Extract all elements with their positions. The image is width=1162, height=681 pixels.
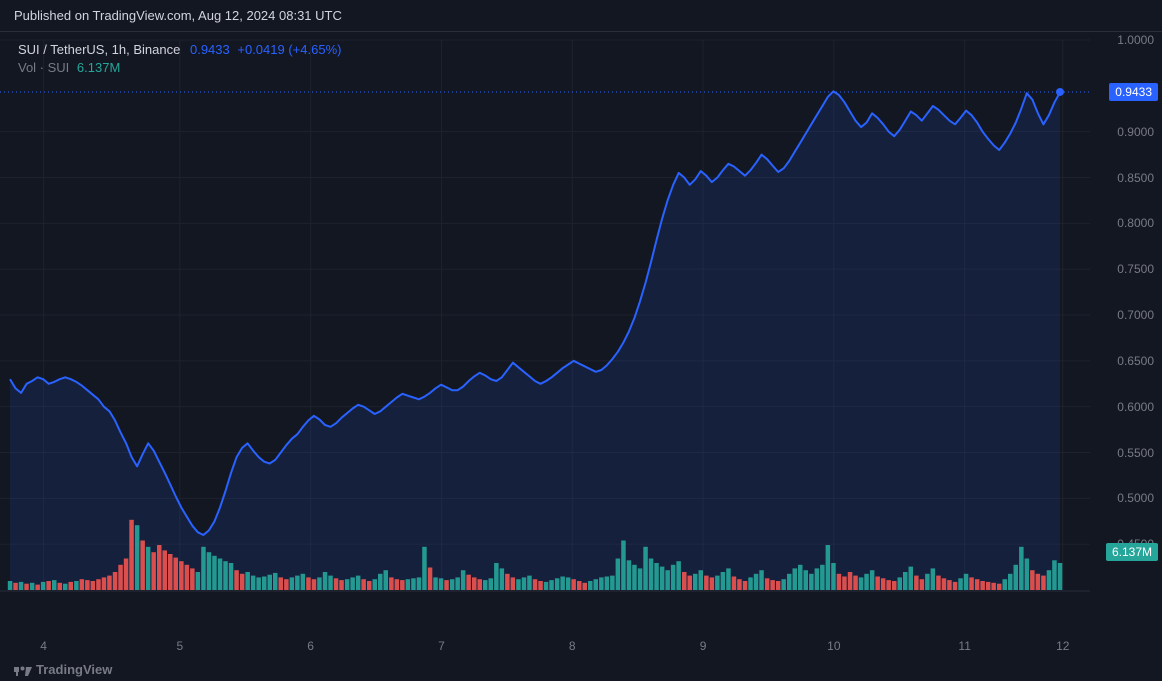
y-tick-label: 0.8000 xyxy=(1117,216,1154,230)
brand-text: TradingView xyxy=(36,662,112,677)
y-tick-label: 0.6500 xyxy=(1117,354,1154,368)
y-tick-label: 0.7000 xyxy=(1117,308,1154,322)
x-tick-label: 6 xyxy=(307,639,314,653)
volume-marker-tag: 6.137M xyxy=(1106,543,1158,561)
chart-svg xyxy=(0,30,1090,640)
tradingview-logo-icon xyxy=(14,664,32,676)
chart-legend: SUI / TetherUS, 1h, Binance 0.9433 +0.04… xyxy=(18,42,341,75)
brand-footer: TradingView xyxy=(14,662,112,677)
y-tick-label: 0.7500 xyxy=(1117,262,1154,276)
legend-price: 0.9433 xyxy=(190,42,230,57)
y-axis[interactable]: 1.0000 0.9000 0.8500 0.8000 0.7500 0.7000 0.65… xyxy=(1090,30,1162,640)
legend-pair: SUI / TetherUS, 1h, Binance xyxy=(18,42,180,57)
price-marker-tag: 0.9433 xyxy=(1109,83,1158,101)
x-tick-label: 8 xyxy=(569,639,576,653)
legend-change: +0.0419 (+4.65%) xyxy=(237,42,341,57)
legend-vol-label: Vol · SUI xyxy=(18,60,69,75)
publish-header: Published on TradingView.com, Aug 12, 20… xyxy=(0,0,1162,32)
x-tick-label: 10 xyxy=(827,639,840,653)
legend-vol-row: Vol · SUI 6.137M xyxy=(18,60,341,75)
x-tick-label: 9 xyxy=(700,639,707,653)
x-tick-label: 5 xyxy=(177,639,184,653)
y-tick-label: 1.0000 xyxy=(1117,33,1154,47)
chart-plot-area[interactable] xyxy=(0,30,1090,640)
y-tick-label: 0.8500 xyxy=(1117,171,1154,185)
legend-vol-value: 6.137M xyxy=(77,60,120,75)
x-tick-label: 4 xyxy=(40,639,47,653)
x-axis[interactable]: 4 5 6 7 8 9 10 11 12 xyxy=(0,639,1090,659)
y-tick-label: 0.5000 xyxy=(1117,491,1154,505)
y-tick-label: 0.5500 xyxy=(1117,446,1154,460)
x-tick-label: 11 xyxy=(958,639,970,653)
x-tick-label: 7 xyxy=(438,639,445,653)
y-tick-label: 0.6000 xyxy=(1117,400,1154,414)
y-tick-label: 0.9000 xyxy=(1117,125,1154,139)
legend-pair-row: SUI / TetherUS, 1h, Binance 0.9433 +0.04… xyxy=(18,42,341,57)
publish-text: Published on TradingView.com, Aug 12, 20… xyxy=(14,8,342,23)
x-tick-label: 12 xyxy=(1056,639,1069,653)
